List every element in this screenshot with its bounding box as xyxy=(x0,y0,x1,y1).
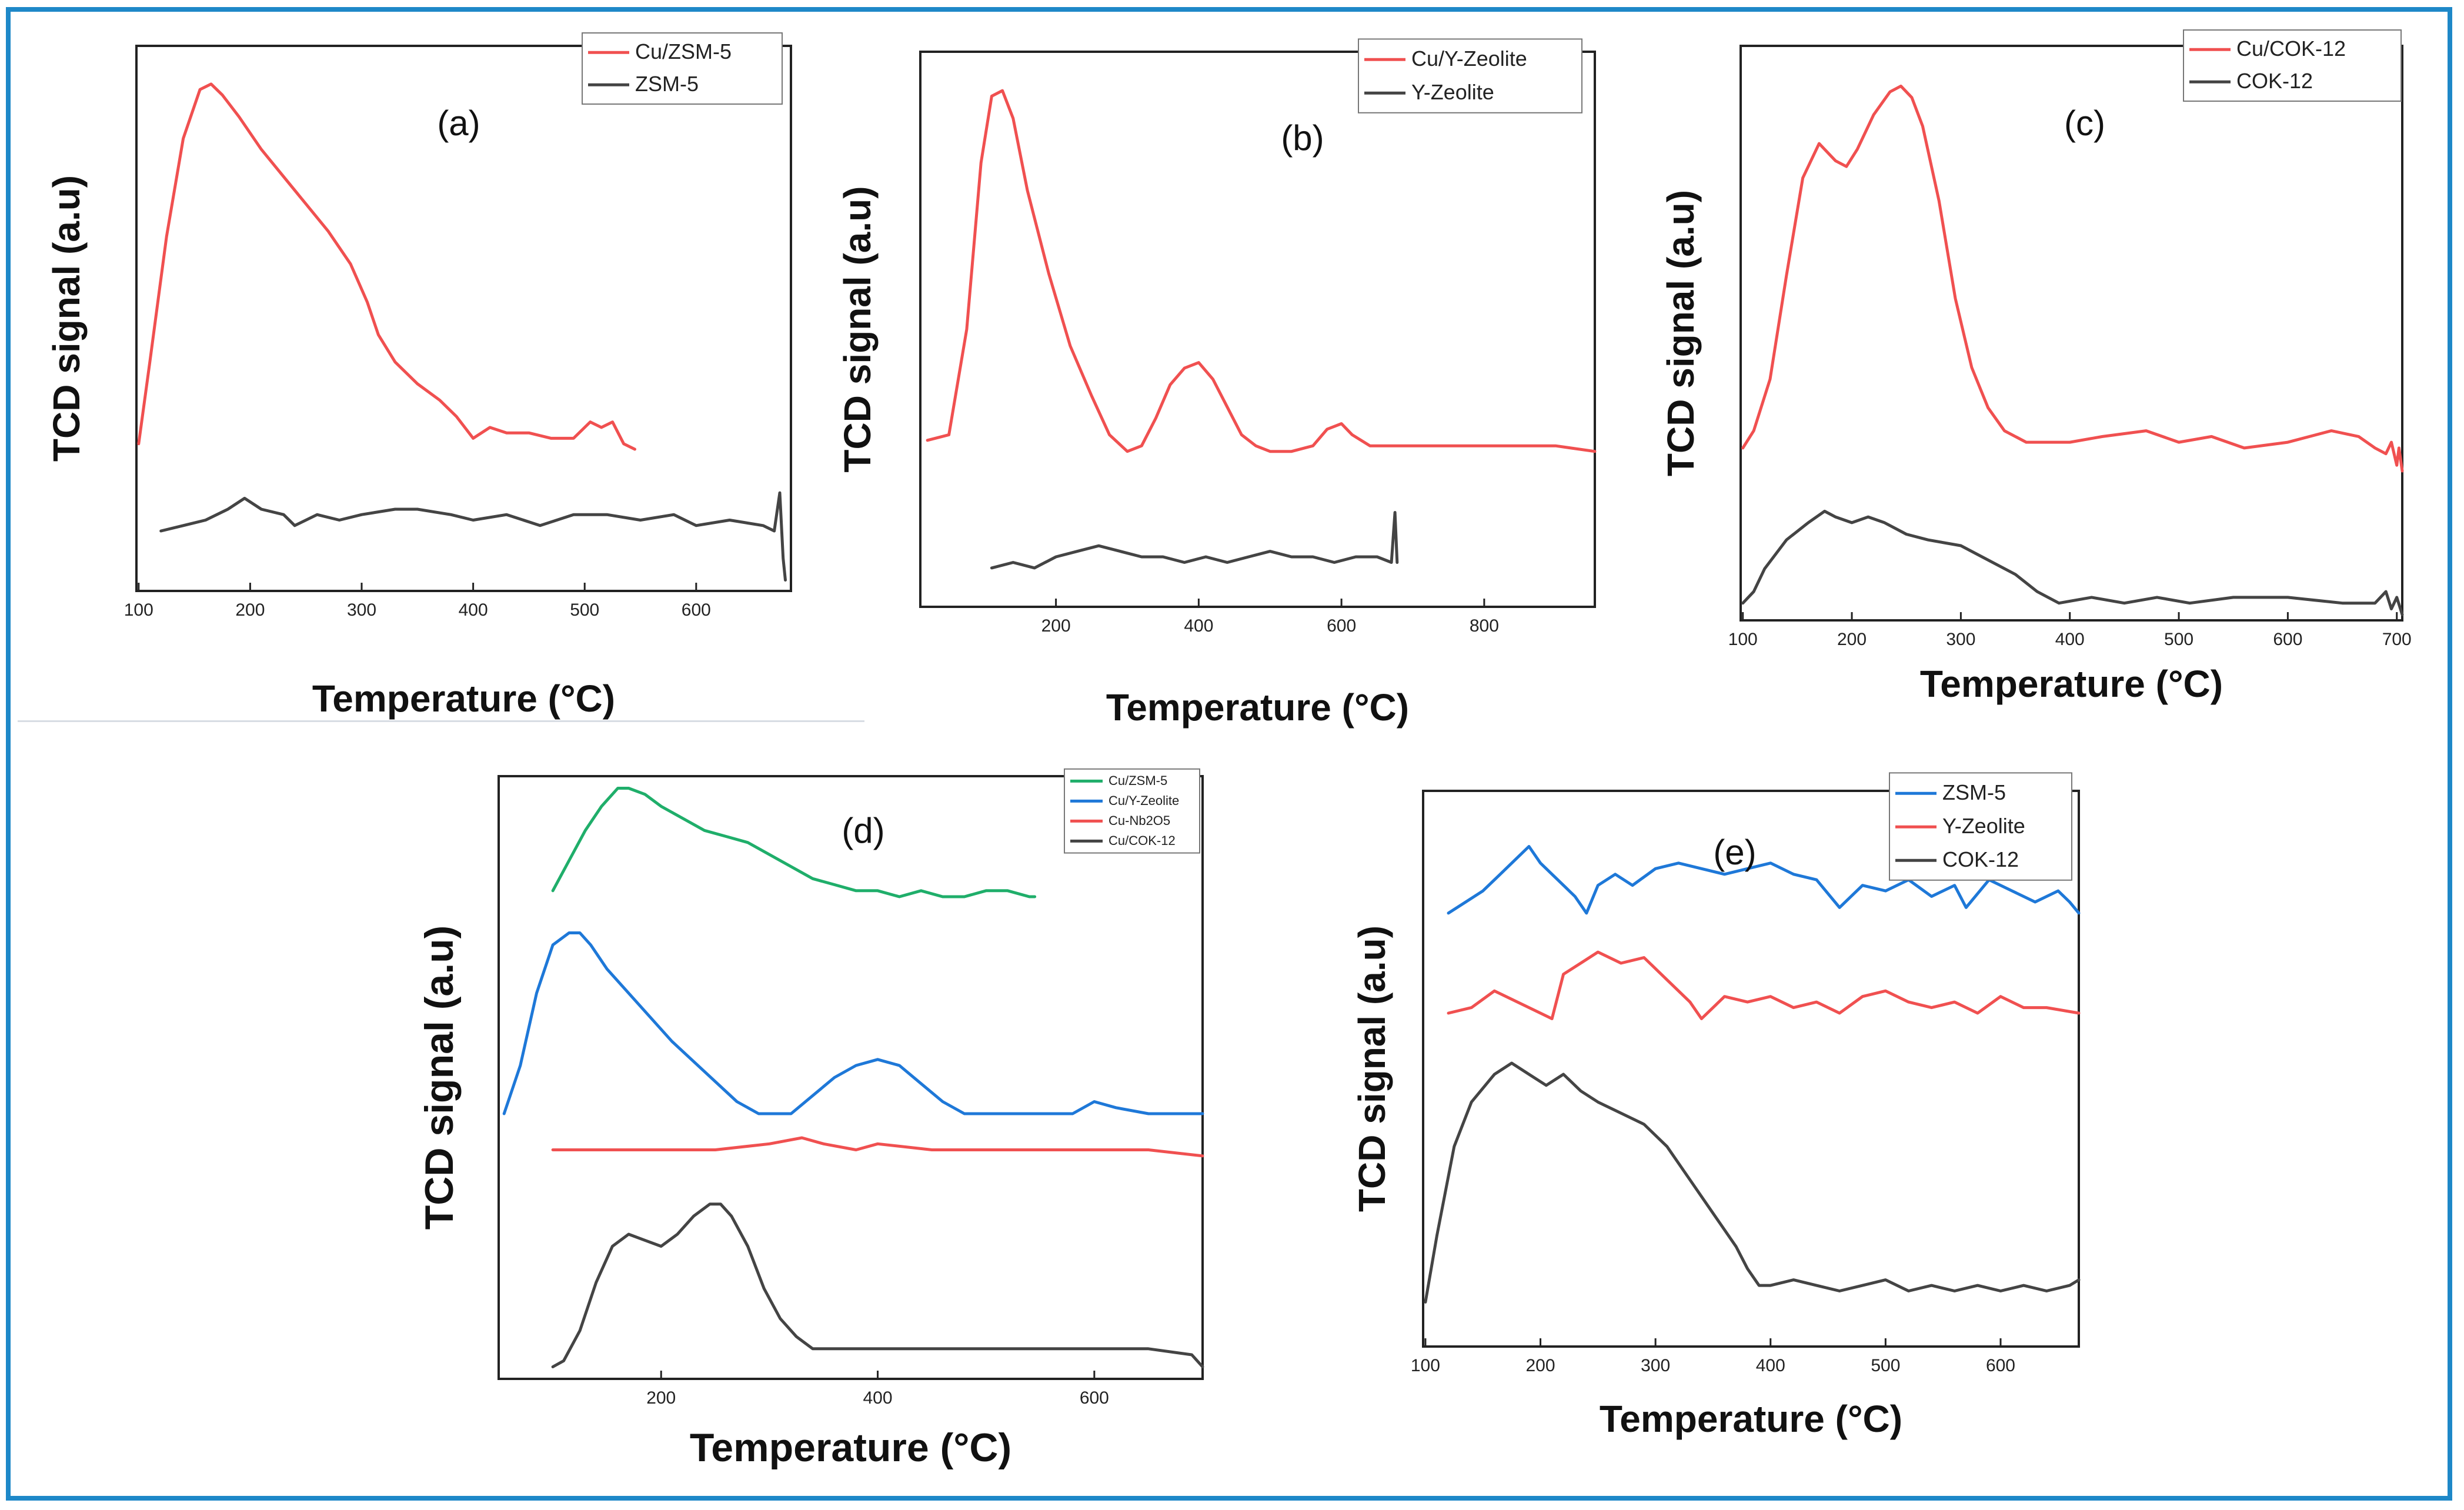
legend-label-d-0: Cu/ZSM-5 xyxy=(1109,773,1167,788)
series-line-a-0 xyxy=(137,82,636,451)
legend-box-a xyxy=(582,32,783,105)
x-tick-label-c-5: 600 xyxy=(2273,630,2302,649)
x-tick-label-a-4: 500 xyxy=(570,600,599,620)
panel-label-a: (a) xyxy=(437,103,480,143)
legend-label-b-1: Y-Zeolite xyxy=(1411,80,1494,104)
x-axis-label-b: Temperature (°C) xyxy=(1106,686,1409,729)
series-line-e-0 xyxy=(1447,845,2081,915)
y-axis-label-b: TCD signal (a.u) xyxy=(836,186,879,472)
plot-frame-e xyxy=(1422,790,2080,1348)
legend-label-b-0: Cu/Y-Zeolite xyxy=(1411,46,1527,71)
plot-frame-d xyxy=(498,775,1204,1380)
x-tick-label-b-2: 600 xyxy=(1327,616,1356,636)
x-tick-label-b-3: 800 xyxy=(1470,616,1499,636)
series-line-b-0 xyxy=(926,89,1597,453)
x-tick-label-b-1: 400 xyxy=(1184,616,1213,636)
plot-frame-b xyxy=(919,51,1596,608)
chart-b: 200 400 600 800 Temperature (°C) TCD signal (… xyxy=(836,38,1597,729)
legend-box-b xyxy=(1358,38,1582,113)
x-tick-label-c-4: 500 xyxy=(2164,630,2193,649)
chart-e: 100 200 300 400 500 600 Temperature (°C) TCD si… xyxy=(1351,772,2081,1440)
x-tick-label-c-1: 200 xyxy=(1837,630,1867,649)
series-line-e-1 xyxy=(1447,950,2081,1020)
x-tick-label-a-1: 200 xyxy=(235,600,265,620)
series-line-a-1 xyxy=(159,491,787,582)
x-tick-label-e-4: 500 xyxy=(1871,1356,1900,1375)
panel-label-d: (d) xyxy=(842,811,884,850)
x-axis-label-a: Temperature (°C) xyxy=(312,677,615,720)
chart-a: 100 200 300 400 500 600 Temperature (°C) TCD si… xyxy=(45,32,792,720)
series-line-e-2 xyxy=(1424,1061,2081,1304)
legend-label-e-2: COK-12 xyxy=(1942,847,2019,871)
legend-box-d xyxy=(1064,768,1200,854)
y-axis-label-e: TCD signal (a.u) xyxy=(1351,926,1393,1212)
x-tick-label-a-5: 600 xyxy=(682,600,711,620)
chart-c: 100 200 300 400 500 600 700 Temperature (°C) TCD… xyxy=(1660,29,2412,705)
x-tick-label-d-1: 400 xyxy=(863,1388,893,1408)
x-tick-label-e-0: 100 xyxy=(1411,1356,1440,1375)
chart-d: 200 400 600 Temperature (°C) TCD signal (a.u… xyxy=(417,768,1204,1470)
series-line-d-1 xyxy=(502,931,1204,1115)
x-tick-label-e-3: 400 xyxy=(1756,1356,1785,1375)
series-line-d-2 xyxy=(551,1136,1204,1158)
x-tick-label-b-0: 200 xyxy=(1041,616,1071,636)
series-line-d-3 xyxy=(551,1202,1204,1368)
legend-label-d-3: Cu/COK-12 xyxy=(1109,833,1176,848)
y-axis-label-a: TCD signal (a.u) xyxy=(45,175,88,462)
x-tick-label-e-2: 300 xyxy=(1641,1356,1670,1375)
legend-label-c-0: Cu/COK-12 xyxy=(2236,36,2346,61)
figure-border xyxy=(6,7,2452,1501)
y-axis-label-c: TCD signal (a.u) xyxy=(1660,190,1702,476)
series-line-c-0 xyxy=(1741,84,2404,473)
panel-label-b: (b) xyxy=(1281,118,1324,158)
x-tick-label-c-2: 300 xyxy=(1946,630,1975,649)
legend-label-d-2: Cu-Nb2O5 xyxy=(1109,813,1170,828)
x-tick-label-c-3: 400 xyxy=(2055,630,2085,649)
x-axis-label-c: Temperature (°C) xyxy=(1920,663,2223,705)
legend-label-a-0: Cu/ZSM-5 xyxy=(635,39,732,64)
plot-frame-a xyxy=(135,45,792,592)
series-line-b-1 xyxy=(990,511,1399,570)
x-tick-label-a-0: 100 xyxy=(124,600,153,620)
x-tick-label-a-3: 400 xyxy=(459,600,488,620)
legend-label-e-0: ZSM-5 xyxy=(1942,780,2006,804)
x-tick-label-c-6: 700 xyxy=(2382,630,2412,649)
legend-label-d-1: Cu/Y-Zeolite xyxy=(1109,793,1179,808)
plot-frame-c xyxy=(1740,45,2403,622)
x-axis-label-d: Temperature (°C) xyxy=(690,1425,1011,1470)
series-line-c-1 xyxy=(1741,509,2404,616)
separator-line xyxy=(18,720,864,722)
x-tick-label-e-1: 200 xyxy=(1525,1356,1555,1375)
legend-label-e-1: Y-Zeolite xyxy=(1942,814,2025,838)
panel-label-c: (c) xyxy=(2064,103,2105,143)
panel-label-e: (e) xyxy=(1713,833,1756,872)
x-axis-label-e: Temperature (°C) xyxy=(1600,1398,1902,1440)
legend-box-c xyxy=(2183,29,2402,102)
legend-label-c-1: COK-12 xyxy=(2236,69,2313,93)
y-axis-label-d: TCD signal (a.u) xyxy=(417,926,462,1230)
x-tick-label-a-2: 300 xyxy=(347,600,376,620)
series-line-d-0 xyxy=(551,787,1037,898)
x-tick-label-d-0: 200 xyxy=(646,1388,676,1408)
x-tick-label-c-0: 100 xyxy=(1728,630,1758,649)
x-tick-label-d-2: 600 xyxy=(1080,1388,1109,1408)
x-tick-label-e-5: 600 xyxy=(1986,1356,2015,1375)
legend-label-a-1: ZSM-5 xyxy=(635,72,699,96)
